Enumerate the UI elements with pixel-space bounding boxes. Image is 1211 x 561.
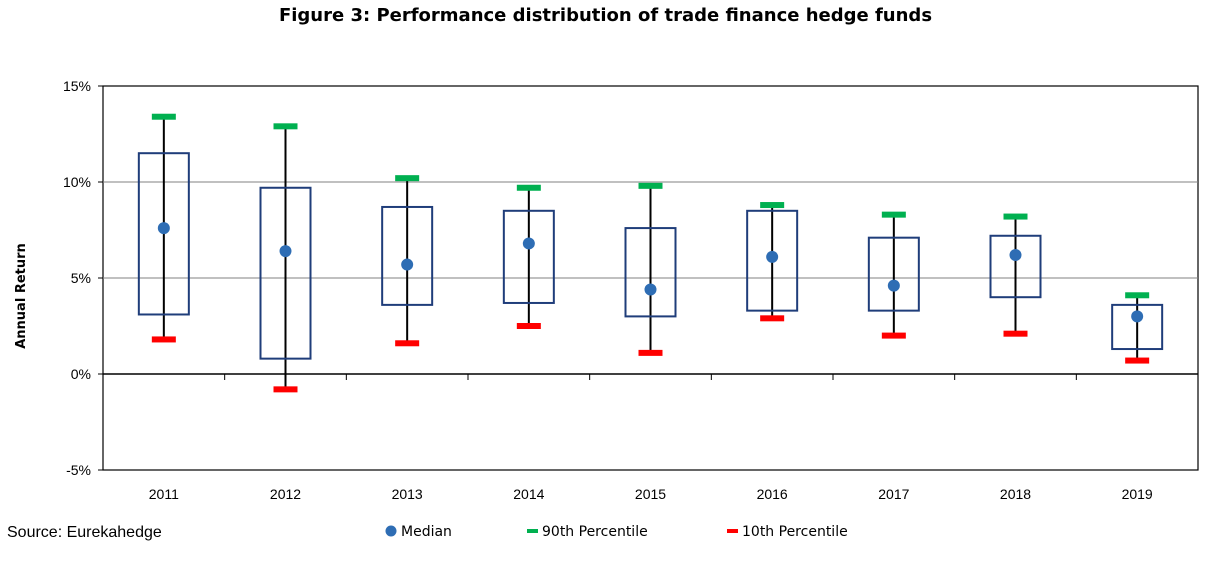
y-tick-label: -5% [66,462,91,478]
median-point [522,237,535,250]
chart-title: Figure 3: Performance distribution of tr… [278,5,933,26]
x-tick-label: 2016 [757,486,788,502]
iqr-box [259,186,312,360]
x-tick-label: 2012 [270,486,301,502]
median-point [1009,248,1022,261]
axes: -5% 0% 5% 10% 15% 2011 2012 2013 2014 2015 2016 201… [63,78,1199,502]
median-point [401,258,414,271]
x-tick-label: 2019 [1122,486,1153,502]
x-tick-label: 2018 [1000,486,1031,502]
median-point [766,250,779,263]
p10-marker [395,340,420,347]
iqr-box [867,236,920,312]
median-point [887,279,900,292]
y-tick-label: 10% [63,174,91,190]
x-tick-label: 2014 [513,486,544,502]
legend-p10-label: 10th Percentile [742,524,848,540]
source-note: Source: Eurekahedge [7,524,162,541]
median-point [157,222,170,235]
p90-marker [273,123,298,130]
p90-marker [760,202,785,209]
legend-median-marker [385,525,397,537]
legend-p10-marker [727,529,738,533]
iqr-box [137,152,190,316]
legend: Median 90th Percentile 10th Percentile [385,524,848,540]
median-point [1131,310,1144,323]
iqr-box [381,205,434,306]
median-point [644,283,657,296]
legend-p90-label: 90th Percentile [542,524,648,540]
iqr-box [746,209,799,312]
x-tick-label: 2017 [878,486,909,502]
boxes [137,152,1164,360]
median-points [157,222,1144,323]
iqr-box [502,209,555,304]
y-tick-label: 15% [63,78,91,94]
p10-marker [151,336,176,343]
x-tick-label: 2015 [635,486,666,502]
iqr-box [624,227,677,318]
iqr-box [989,234,1042,299]
y-tick-label: 0% [71,366,91,382]
p10-marker [516,323,541,329]
x-tick-label: 2011 [149,486,179,502]
percentile-markers [151,113,1150,393]
median-point [279,245,292,258]
p90-marker [151,113,176,120]
legend-p90-marker [527,529,538,533]
p10-marker [273,386,298,393]
p10-marker [1125,357,1150,364]
p90-marker [1003,213,1028,220]
y-axis-title: Annual Return [14,243,29,349]
legend-median-label: Median [401,524,452,540]
y-tick-label: 5% [71,270,91,286]
p90-marker [1125,292,1150,299]
p10-marker [881,332,906,339]
p10-marker [760,315,785,322]
p10-marker [638,349,663,356]
p10-marker [1003,330,1028,337]
p90-marker [881,211,906,218]
p90-marker [395,175,420,182]
p90-marker [638,182,663,189]
p90-marker [516,184,541,191]
iqr-box [1111,303,1164,351]
x-tick-label: 2013 [392,486,423,502]
